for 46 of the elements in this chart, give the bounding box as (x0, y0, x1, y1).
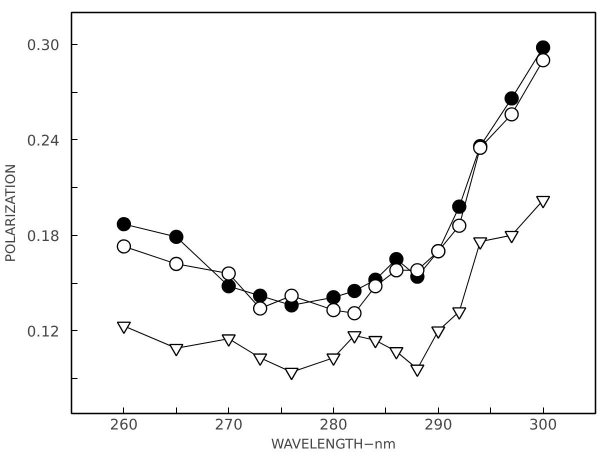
point (169, 256, 184, 272)
x-tick-label: 300 (529, 416, 558, 434)
point (504, 91, 519, 106)
point (368, 336, 383, 348)
point (284, 288, 299, 303)
point (116, 322, 132, 334)
point (222, 334, 236, 347)
point (410, 364, 424, 378)
point (536, 40, 550, 55)
point (326, 302, 341, 318)
y-axis-title: POLARIZATION (4, 164, 19, 262)
x-tick-label: 270 (214, 416, 243, 434)
point (222, 279, 236, 294)
point (504, 107, 519, 122)
x-tick-label: 260 (110, 416, 138, 434)
point (347, 331, 362, 344)
point (169, 344, 184, 356)
point (252, 288, 268, 303)
point (169, 230, 184, 244)
point (389, 263, 404, 278)
point (473, 237, 488, 250)
point (368, 279, 383, 294)
point (252, 353, 268, 366)
point (410, 263, 424, 278)
y-tick-label: 0.18 (26, 228, 60, 245)
point (326, 290, 341, 304)
point (222, 266, 236, 281)
point (326, 353, 341, 366)
point (389, 347, 404, 360)
point (504, 230, 519, 244)
y-tick-label: 0.12 (26, 323, 60, 340)
point (347, 306, 362, 320)
x-tick-label: 280 (320, 416, 348, 434)
x-axis-title: WAVELENGTH−nm (271, 438, 396, 452)
point (116, 239, 132, 254)
point (252, 301, 268, 316)
point (431, 326, 446, 339)
x-tick-label: 290 (424, 416, 452, 434)
y-tick-label: 0.24 (26, 132, 60, 150)
point (452, 307, 466, 320)
point (452, 218, 466, 233)
point (452, 200, 466, 214)
point (116, 217, 132, 232)
point (284, 368, 299, 380)
y-tick-label: 0.30 (26, 36, 60, 54)
point (347, 284, 362, 298)
